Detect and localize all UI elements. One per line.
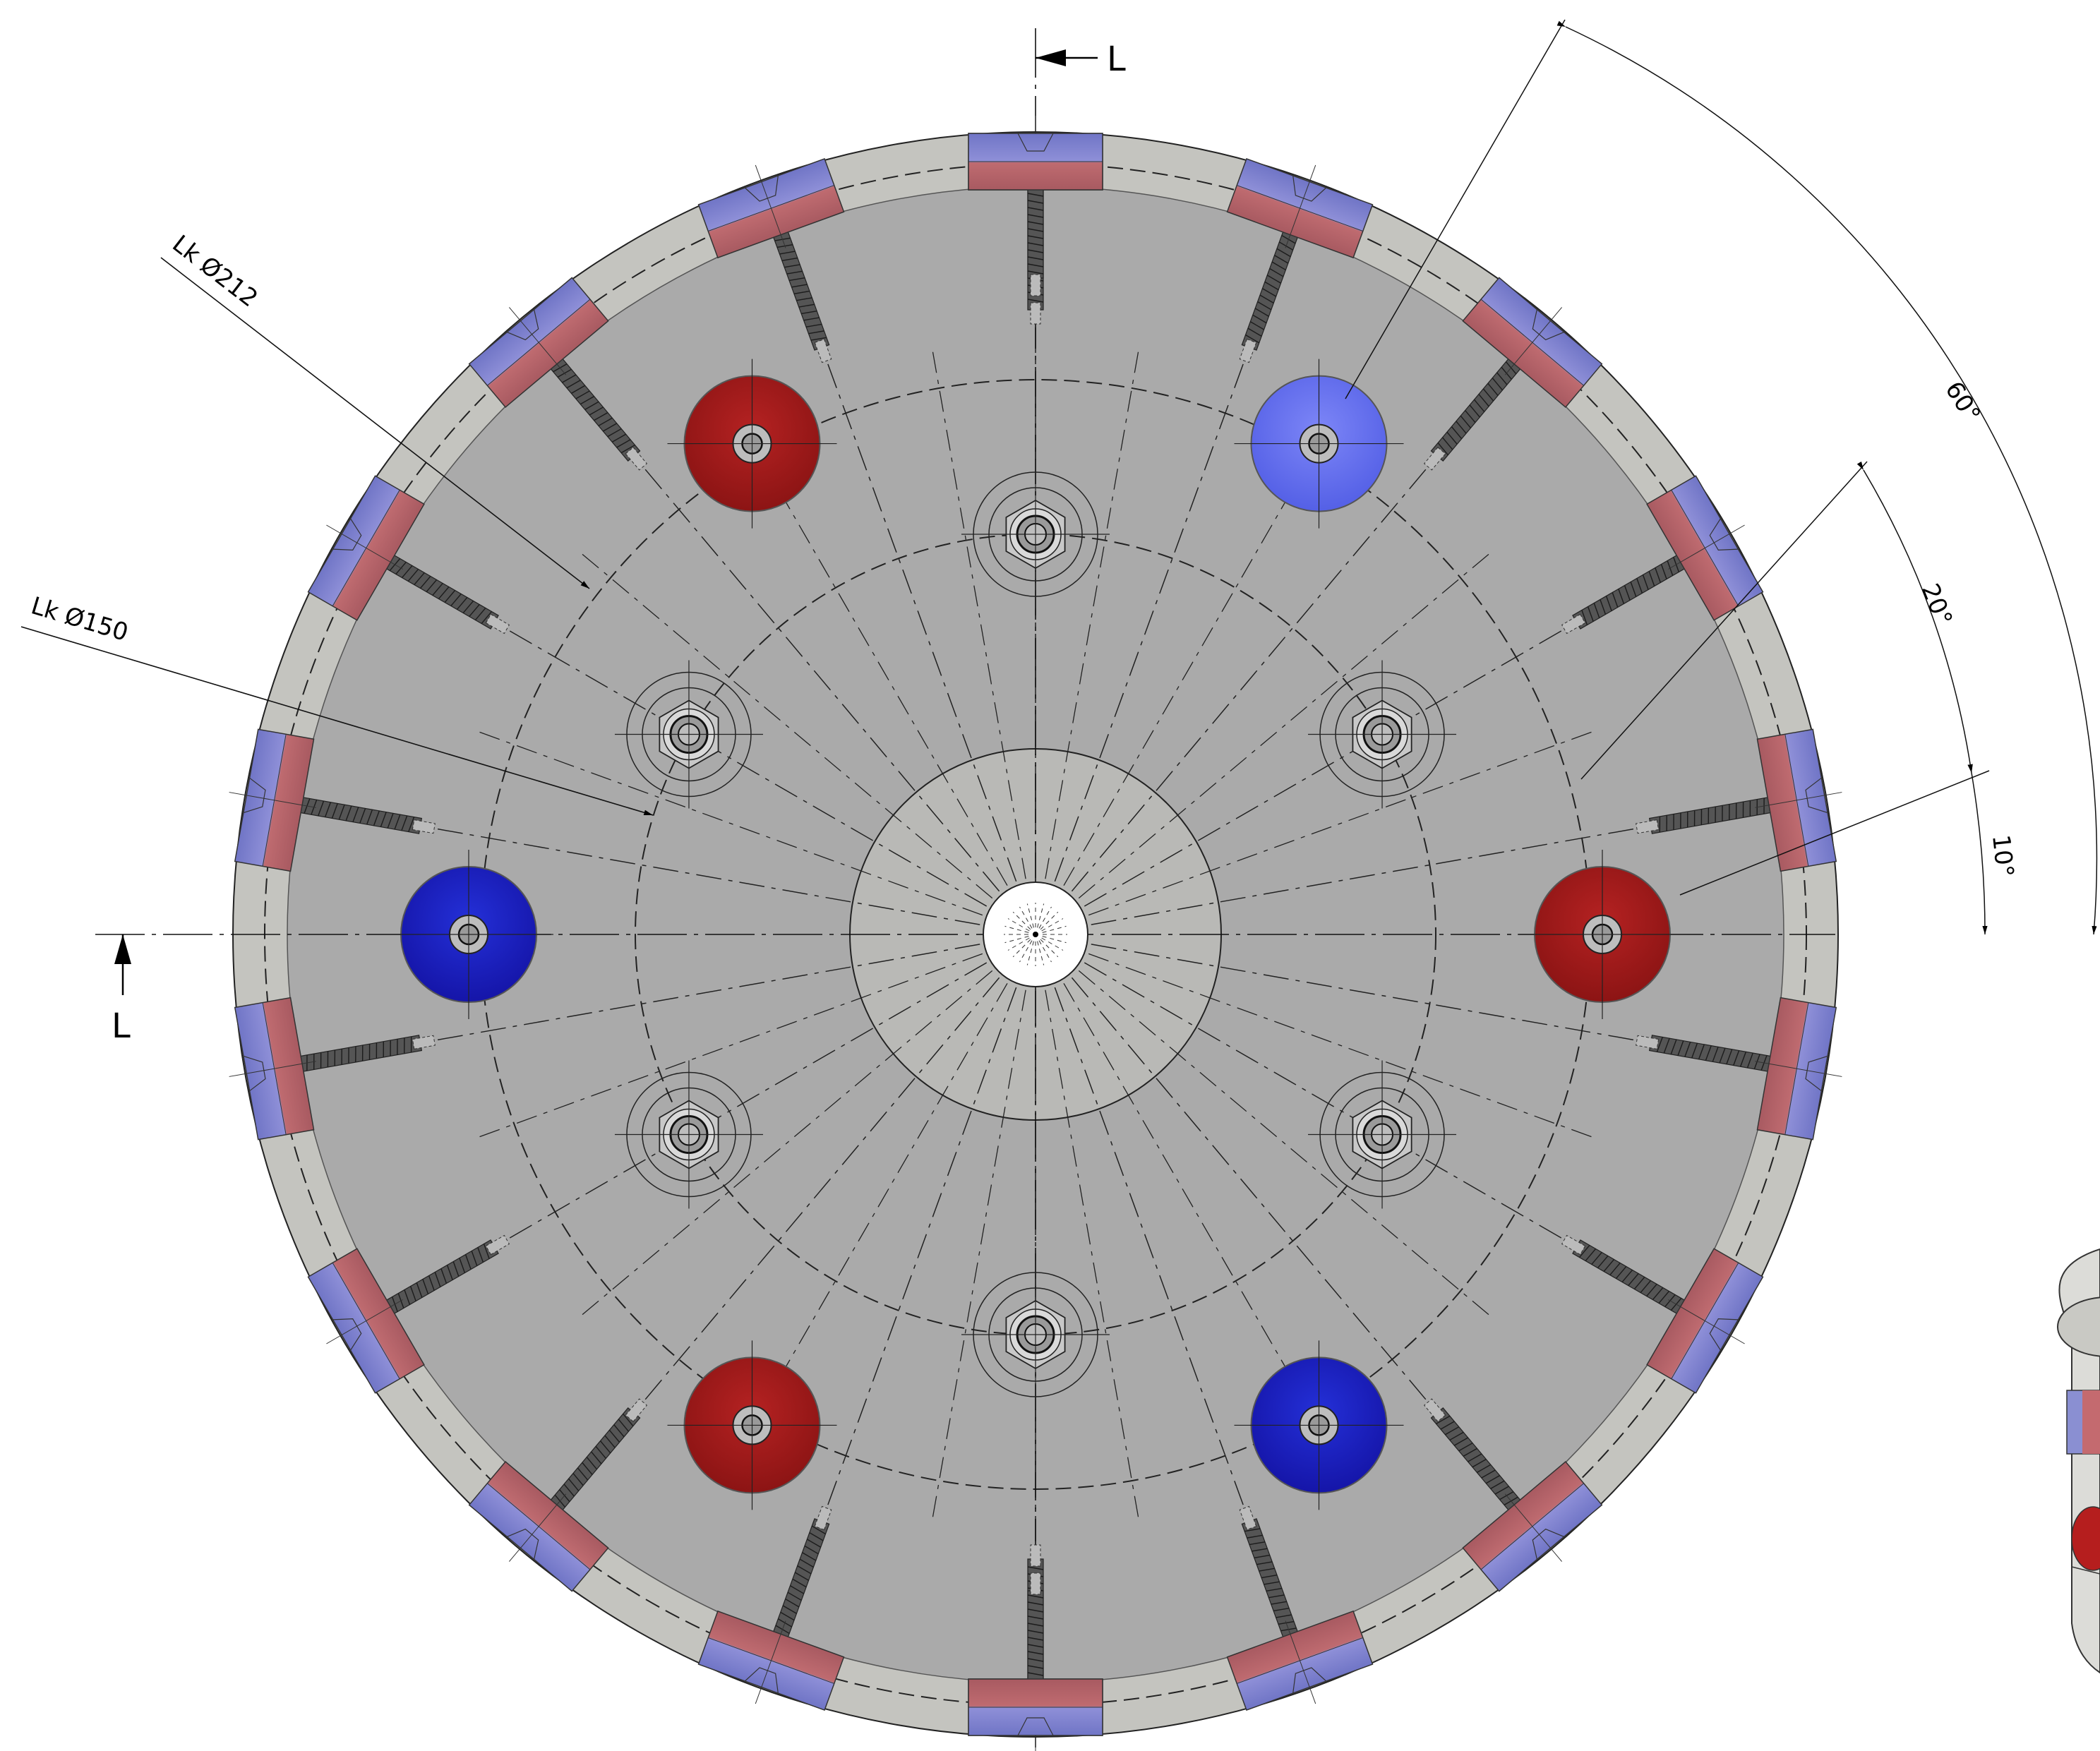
- edge-segment-screw-icon: [1636, 997, 1842, 1141]
- bore-ray: [1004, 936, 1029, 944]
- edge-segment-screw-icon: [1226, 1505, 1374, 1711]
- edge-segment-screw-icon: [468, 277, 648, 471]
- edge-segment-screw-icon: [307, 475, 510, 634]
- bore-ray: [1042, 936, 1067, 944]
- radial-centerline: [1078, 553, 1490, 899]
- bore-ray: [1041, 937, 1064, 951]
- round-magnet-icon: [667, 1340, 837, 1510]
- bore-center-mark: [1004, 903, 1067, 966]
- label-angle-10: 10°: [1986, 834, 2019, 879]
- section-marker-top: L: [1036, 40, 1126, 79]
- bore-ray: [1004, 925, 1029, 933]
- edge-segment-screw-icon: [229, 997, 436, 1141]
- bore-ray: [1026, 903, 1034, 928]
- edge-segment-screw-icon: [697, 1505, 845, 1711]
- section-label-top: L: [1107, 40, 1126, 79]
- radial-centerline: [1088, 953, 1593, 1138]
- bore-ray: [1037, 941, 1045, 965]
- bore-ray: [1019, 940, 1033, 963]
- label-angle-60: 60°: [1939, 377, 1986, 428]
- bore-ray: [1038, 940, 1052, 963]
- center-point: [1033, 932, 1038, 937]
- radial-centerline: [1088, 731, 1593, 916]
- radial-centerline: [932, 989, 1026, 1519]
- edge-segment-screw-icon: [1423, 1398, 1603, 1592]
- radial-centerline: [478, 953, 983, 1138]
- edge-segment-screw-icon: [1561, 1234, 1764, 1394]
- bore-ray: [1012, 911, 1031, 930]
- radial-centerline: [1078, 970, 1490, 1316]
- bore-ray: [1041, 918, 1064, 932]
- edge-segment-screw-icon: [1226, 157, 1374, 363]
- radial-centerline: [478, 731, 983, 916]
- section-label-left: L: [112, 1006, 131, 1046]
- bore-ray: [1037, 903, 1045, 928]
- label-lk150: Lk Ø150: [28, 591, 131, 647]
- bore-ray: [1040, 939, 1059, 958]
- round-magnet-icon: [1234, 1340, 1404, 1510]
- studs: [614, 460, 1457, 1409]
- bore-ray: [1040, 911, 1059, 930]
- iso-view-fragment: [2057, 1248, 2100, 1674]
- label-lk212: Lk Ø212: [167, 229, 263, 313]
- radial-centerline: [932, 350, 1026, 879]
- hex-nut-stud-icon: [961, 460, 1110, 608]
- section-marker-left: L: [112, 934, 131, 1046]
- radial-centerline: [581, 553, 993, 899]
- edge-segment-screw-icon: [468, 1398, 648, 1592]
- bore-ray: [1007, 937, 1030, 951]
- section-arrow-icon: [1036, 49, 1066, 66]
- edge-segment-screw-icon: [968, 1572, 1103, 1736]
- edge-segment-screw-icon: [968, 133, 1103, 296]
- bore-ray: [1038, 906, 1052, 929]
- label-angle-20: 20°: [1916, 579, 1958, 630]
- hex-nut-stud-icon: [1308, 660, 1457, 809]
- radial-centerline: [1045, 989, 1139, 1519]
- bore-ray: [1012, 939, 1031, 958]
- bore-ray: [1007, 918, 1030, 932]
- round-magnet-icon: [1234, 359, 1404, 529]
- radial-centerline: [1045, 350, 1139, 879]
- section-arrow-icon: [114, 934, 131, 964]
- bore-ray: [1019, 906, 1033, 929]
- hex-nut-stud-icon: [1308, 1060, 1457, 1209]
- round-magnet-icon: [384, 850, 553, 1019]
- bore-ray: [1026, 941, 1034, 965]
- round-magnet-icon: [667, 359, 837, 529]
- hex-nut-stud-icon: [614, 1060, 763, 1209]
- edge-segment-screw-icon: [229, 728, 436, 872]
- radial-centerline: [581, 970, 993, 1316]
- hex-nut-stud-icon: [614, 660, 763, 809]
- bore-ray: [1042, 925, 1067, 933]
- edge-segment-screw-icon: [307, 1234, 510, 1394]
- edge-segment-screw-icon: [697, 157, 845, 363]
- magnets: [384, 359, 1687, 1510]
- hex-nut-stud-icon: [961, 1260, 1110, 1409]
